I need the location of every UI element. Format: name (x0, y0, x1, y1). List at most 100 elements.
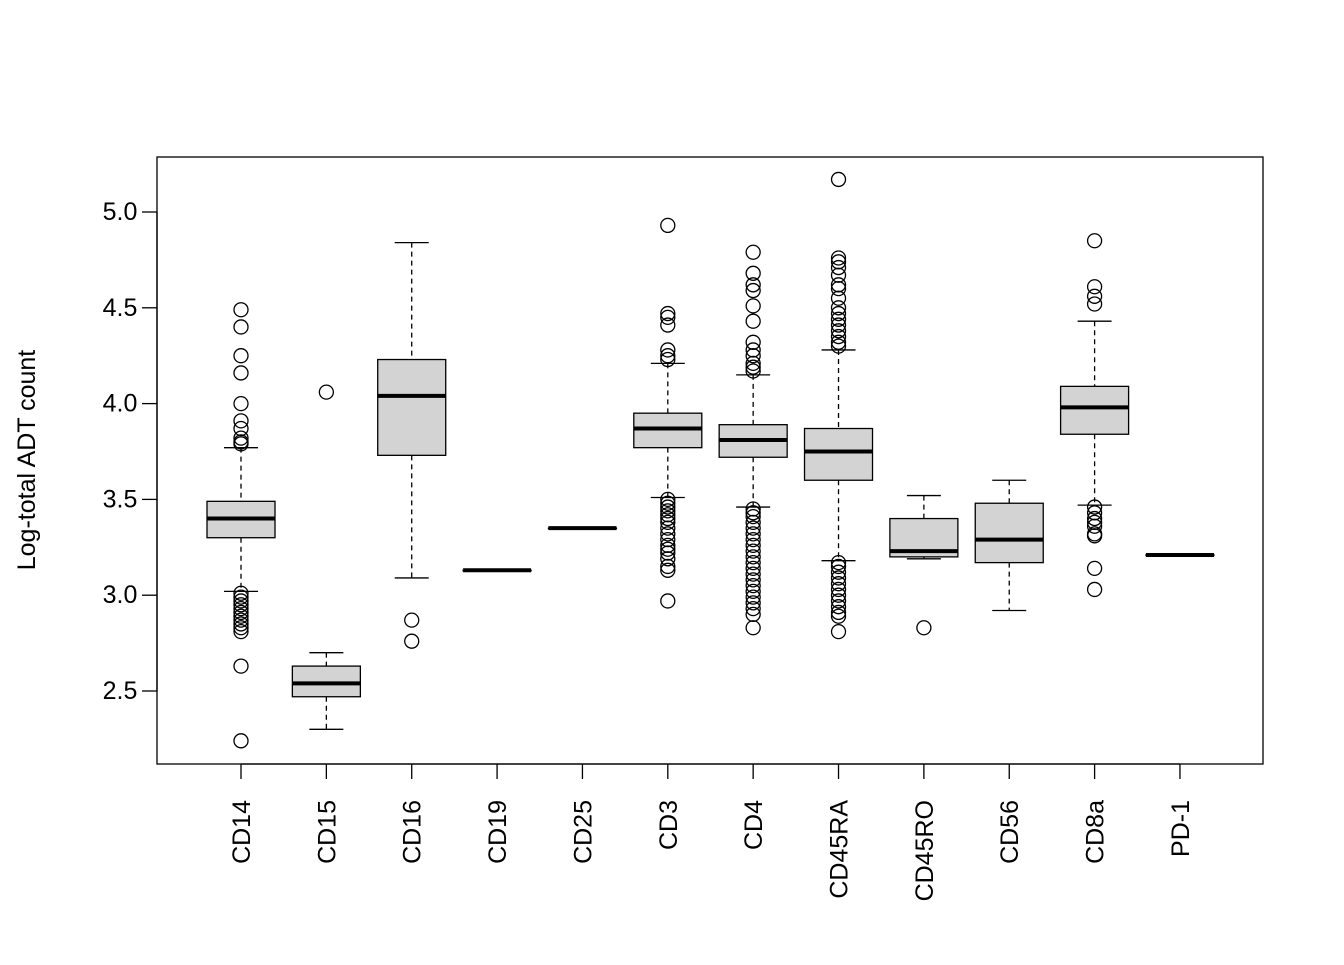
outlier-point (830, 338, 847, 354)
x-tick-label-cd4: CD4 (740, 800, 768, 850)
y-tick-label: 3.5 (103, 485, 138, 513)
outlier-point (404, 612, 420, 628)
x-tick-label-cd16: CD16 (399, 800, 427, 864)
outlier-point (660, 495, 676, 511)
outlier-point (660, 541, 676, 557)
outlier-point (745, 244, 761, 260)
outlier-point (745, 359, 761, 375)
outlier-point (745, 508, 761, 525)
outlier-point (233, 430, 249, 446)
y-tick-label: 4.0 (103, 390, 138, 418)
box-pd-1 (1145, 552, 1215, 557)
outlier-point (233, 604, 249, 621)
outlier-point (830, 576, 847, 592)
outlier-point (660, 217, 676, 234)
x-tick-label-cd3: CD3 (655, 800, 683, 850)
outlier-point (830, 317, 847, 333)
outlier-point (830, 570, 847, 586)
y-tick-label: 4.5 (103, 294, 138, 322)
outlier-point (233, 319, 249, 335)
outlier-point (660, 562, 676, 578)
outlier-point (1086, 288, 1103, 304)
outlier-point (233, 589, 249, 605)
outlier-point (745, 298, 761, 314)
x-tick-label-cd25: CD25 (569, 800, 597, 864)
iqr-box (974, 502, 1044, 564)
box-cd25 (547, 526, 618, 531)
x-tick-label-cd19: CD19 (484, 800, 512, 864)
outlier-point (745, 526, 761, 542)
outlier-point (745, 572, 761, 588)
y-tick-label: 3.0 (103, 581, 138, 609)
outlier-point (830, 558, 847, 575)
outlier-point (233, 733, 249, 749)
outlier-point (660, 510, 676, 527)
outlier-point (745, 520, 761, 536)
y-axis-label: Log-total ADT count (13, 350, 41, 571)
x-tick-label-cd45ra: CD45RA (826, 800, 854, 899)
outlier-point (745, 277, 761, 293)
outlier-point (233, 658, 249, 674)
outlier-point (745, 600, 761, 617)
outlier-point (1086, 528, 1103, 544)
outlier-point (233, 395, 249, 412)
box-cd45ro (889, 494, 959, 636)
outlier-point (233, 612, 249, 628)
outlier-point (745, 577, 761, 594)
outlier-point (830, 305, 847, 322)
box-cd8a (1059, 233, 1130, 598)
iqr-box (377, 358, 447, 456)
iqr-box (803, 427, 874, 481)
outlier-point (830, 290, 847, 306)
outlier-point (830, 623, 847, 640)
box-cd56 (974, 479, 1044, 612)
outlier-point (233, 593, 249, 609)
outlier-point (830, 604, 847, 621)
outlier-point (830, 328, 847, 345)
outlier-point (233, 597, 249, 613)
outlier-point (233, 436, 249, 452)
x-tick-label-pd-1: PD-1 (1167, 800, 1195, 857)
outlier-point (830, 554, 847, 571)
outlier-point (745, 583, 761, 600)
y-tick-label: 2.5 (103, 677, 138, 705)
y-tick-label: 5.0 (103, 198, 138, 226)
box-cd14 (206, 302, 276, 749)
outlier-point (745, 355, 761, 372)
outlier-point (745, 348, 761, 364)
outlier-point (660, 558, 676, 575)
outlier-point (830, 587, 847, 603)
outlier-point (830, 323, 847, 339)
outlier-point (233, 608, 249, 624)
outlier-point (830, 334, 847, 350)
outlier-point (1086, 499, 1103, 515)
outlier-point (830, 581, 847, 598)
outlier-point (660, 317, 676, 333)
outlier-point (745, 265, 761, 281)
box-cd19 (462, 568, 532, 573)
outlier-point (1086, 279, 1103, 295)
outlier-point (745, 620, 761, 636)
x-tick-label-cd56: CD56 (996, 800, 1024, 864)
outlier-point (745, 566, 761, 582)
outlier-point (745, 334, 761, 350)
outlier-point (830, 277, 847, 293)
outlier-point (318, 384, 335, 400)
outlier-point (660, 526, 676, 542)
box-cd15 (291, 384, 362, 730)
outlier-point (660, 514, 676, 531)
outlier-point (233, 620, 249, 636)
outlier-point (233, 348, 249, 364)
outlier-point (1086, 233, 1103, 249)
outlier-point (660, 503, 676, 519)
outlier-point (233, 585, 249, 601)
outlier-point (404, 633, 420, 649)
outlier-point (745, 514, 761, 531)
outlier-point (660, 551, 676, 567)
outlier-point (660, 305, 676, 322)
outlier-point (660, 593, 676, 609)
box-cd45ra (803, 171, 874, 640)
outlier-point (830, 608, 847, 624)
outlier-point (830, 259, 847, 276)
